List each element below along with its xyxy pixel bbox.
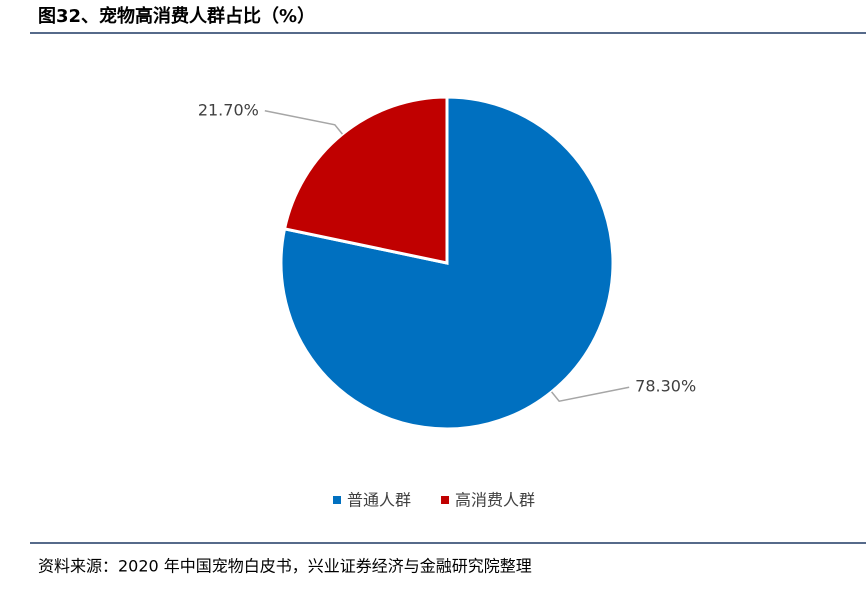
legend-label: 普通人群: [347, 491, 411, 510]
pie-slice: [282, 95, 449, 265]
source-note: 资料来源：2020 年中国宠物白皮书，兴业证券经济与金融研究院整理: [38, 557, 532, 576]
legend-swatch: [333, 496, 341, 504]
legend-label: 高消费人群: [455, 491, 535, 510]
chart-title: 图32、宠物高消费人群占比（%）: [38, 5, 315, 27]
leader-line: [551, 386, 630, 403]
pie-slice: [279, 95, 615, 431]
data-label: 78.30%: [635, 377, 696, 396]
leader-line: [264, 110, 343, 135]
data-label: 21.70%: [198, 100, 259, 119]
legend-swatch: [441, 496, 450, 504]
